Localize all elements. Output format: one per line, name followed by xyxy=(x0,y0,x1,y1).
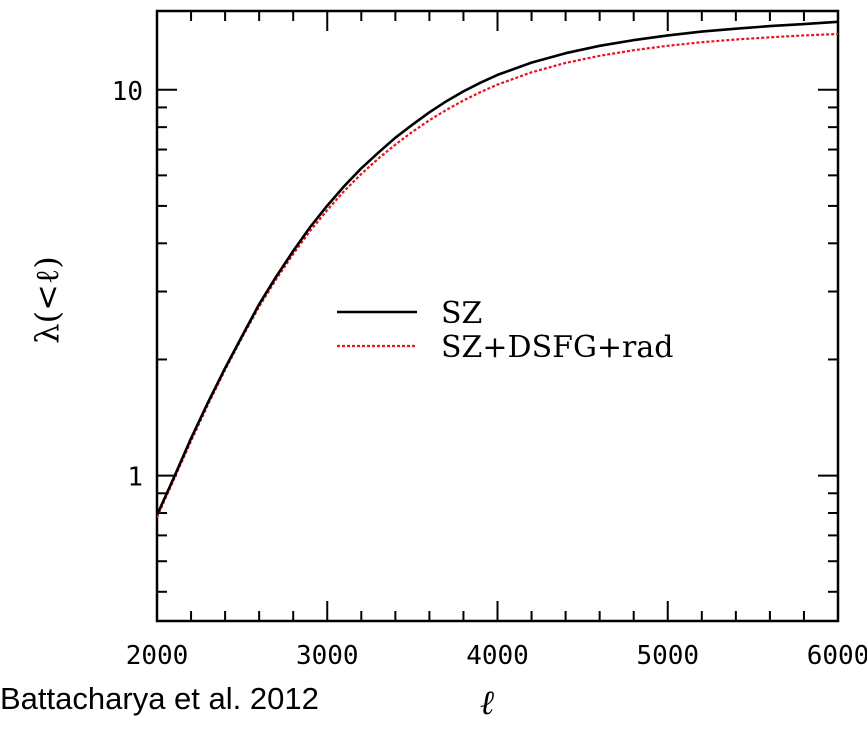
x-tick-label: 3000 xyxy=(296,641,359,671)
y-axis-label: λ(<ℓ) xyxy=(28,256,66,343)
x-tick-label: 5000 xyxy=(636,641,699,671)
x-tick-label: 6000 xyxy=(807,641,867,671)
plot-frame xyxy=(155,9,840,623)
legend-label: SZ xyxy=(441,296,482,331)
series-line-sz xyxy=(157,20,838,516)
y-tick-label: 1 xyxy=(127,463,143,493)
source-caption: Battacharya et al. 2012 xyxy=(0,681,319,716)
x-tick-label: 4000 xyxy=(466,641,529,671)
y-tick-label: 10 xyxy=(112,77,143,107)
legend-label: SZ+DSFG+rad xyxy=(441,330,674,365)
x-axis-label: ℓ xyxy=(480,683,494,723)
x-tick-label: 2000 xyxy=(126,641,189,671)
series-line-sz-dsfg-rad xyxy=(157,32,838,518)
plot-area: 2000 3000 4000 5000 6000 1 10 ℓ λ(<ℓ) SZSZ+DSFG+r… xyxy=(28,9,867,723)
